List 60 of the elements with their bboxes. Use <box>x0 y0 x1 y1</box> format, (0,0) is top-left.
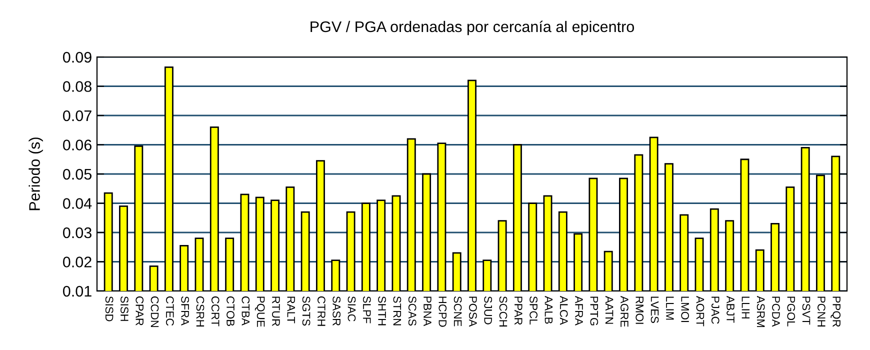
x-tick-label: CCDN <box>150 296 159 328</box>
x-tick-label: PCDA <box>772 296 780 327</box>
x-tick-label: PCNH <box>818 296 826 326</box>
x-tick-label: SCAS <box>408 296 416 326</box>
x-tick-label: RMOI <box>636 296 644 324</box>
y-tick-label: 0.03 <box>63 227 92 238</box>
x-tick-label: AGRE <box>620 296 628 327</box>
x-tick-label: SCCH <box>499 296 508 326</box>
x-tick-label: PPQR <box>830 296 841 327</box>
x-tick-label: SJUD <box>484 296 492 324</box>
x-tick-label: ALCA <box>560 296 568 325</box>
x-tick-label: SCNE <box>454 296 462 326</box>
y-tick-label: 0.09 <box>63 52 92 63</box>
y-tick-label: 0.08 <box>63 81 92 92</box>
x-tick-label: AALB <box>544 296 553 324</box>
x-tick-label: CTOB <box>226 296 234 326</box>
y-tick-label: 0.01 <box>63 286 92 297</box>
x-tick-label: PPTG <box>590 296 598 326</box>
x-tick-label: PQUE <box>254 296 265 327</box>
x-tick-label: CPAR <box>136 296 144 326</box>
x-tick-label: STRN <box>393 296 402 326</box>
x-tick-label: SISH <box>120 296 128 321</box>
x-tick-label: PBNA <box>424 296 432 326</box>
y-axis-title: Periodo (s) <box>28 138 43 210</box>
x-tick-label: LLIH <box>742 296 750 318</box>
x-tick-label: PPAR <box>514 296 522 325</box>
x-tick-label: SFRA <box>181 296 190 326</box>
x-tick-label: ABJT <box>726 296 734 323</box>
x-tick-label: ASRM <box>756 296 765 328</box>
x-tick-label: HCPD <box>438 296 447 327</box>
x-tick-label: POSA <box>469 296 477 327</box>
x-tick-label: SASR <box>332 296 341 326</box>
x-tick-label: LLIM <box>666 296 674 320</box>
chart-title: PGV / PGA ordenadas por cercanía al epicentro <box>310 20 634 36</box>
x-tick-label: SPCL <box>530 296 538 325</box>
x-tick-label: PJAC <box>711 296 720 324</box>
x-tick-label: CCRT <box>211 296 220 326</box>
x-tick-label: SHTH <box>378 296 386 326</box>
x-tick-label: CTRH <box>318 296 326 326</box>
x-tick-label: AFRA <box>575 296 583 326</box>
x-tick-label: AORT <box>696 296 704 326</box>
x-tick-label: CTEC <box>166 296 174 326</box>
y-tick-label: 0.02 <box>63 256 92 268</box>
x-tick-label: PGOL <box>787 296 796 326</box>
x-tick-label: RALT <box>287 296 295 324</box>
y-tick-label: 0.04 <box>63 198 92 209</box>
y-tick-label: 0.05 <box>63 168 92 180</box>
x-tick-label: SGTS <box>302 296 310 326</box>
x-tick-label: SLPF <box>362 296 371 324</box>
x-tick-label: AATN <box>605 296 614 324</box>
y-tick-label: 0.06 <box>63 140 92 150</box>
x-tick-label: CTBA <box>242 296 250 326</box>
x-tick-label: LMOI <box>681 296 690 322</box>
x-tick-label: LVES <box>650 296 659 323</box>
y-tick-label: 0.07 <box>63 110 92 122</box>
x-tick-label: CSRH <box>196 296 204 326</box>
x-tick-label: SISD <box>105 296 114 322</box>
x-tick-label: SIAC <box>348 296 356 322</box>
x-tick-label: PSVT <box>802 296 810 325</box>
x-tick-label: RTUR <box>272 296 280 326</box>
